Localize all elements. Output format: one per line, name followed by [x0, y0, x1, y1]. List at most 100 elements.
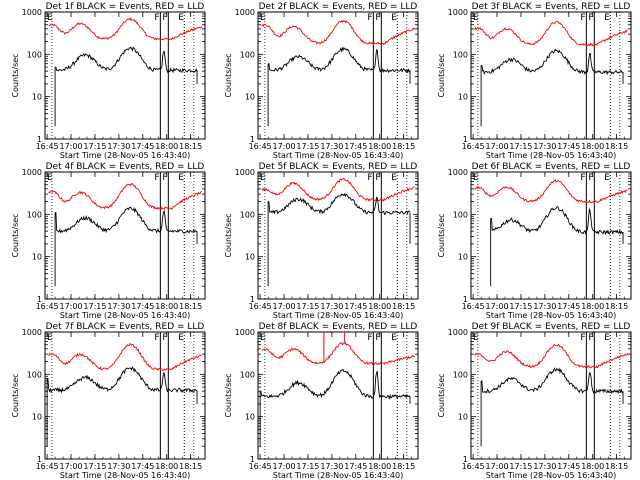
panel-title: Det 8f BLACK = Events, RED = LLD	[259, 322, 418, 332]
x-tick-label: 17:45	[131, 302, 154, 311]
y-tick-label: 100	[453, 50, 468, 59]
plot-frame	[257, 331, 419, 460]
x-tick-label: 17:30	[320, 142, 343, 151]
y-tick-label: 1000	[448, 328, 468, 337]
y-tick-label: 1000	[235, 168, 255, 177]
x-tick-label: 17:30	[533, 142, 556, 151]
marker-label: E	[604, 173, 610, 183]
marker-label: E	[473, 13, 479, 23]
x-tick-label: 17:45	[557, 302, 580, 311]
x-tick-label: 18:00	[368, 302, 391, 311]
marker-label: E	[260, 13, 266, 23]
x-tick-label: 17:00	[486, 302, 509, 311]
marker-label: E	[391, 333, 397, 343]
x-tick-label: 17:30	[107, 302, 130, 311]
x-tick-label: 17:00	[486, 142, 509, 151]
panel-2: Det 2f BLACK = Events, RED = LLD 1 10 100 10…	[224, 2, 419, 160]
panel-3: Det 3f BLACK = Events, RED = LLD 1 10 100 10…	[437, 2, 632, 160]
y-axis-label: Counts/sec	[224, 53, 233, 97]
panel-4: Det 4f BLACK = Events, RED = LLD 1 10 100 10…	[11, 162, 206, 320]
marker-label: F	[580, 333, 585, 343]
marker-label: E	[473, 173, 479, 183]
series-events-line	[490, 205, 624, 236]
plot-frame	[257, 171, 419, 300]
x-tick-label: 18:15	[179, 142, 202, 151]
x-tick-label: 17:45	[131, 462, 154, 471]
x-tick-label: 17:00	[486, 462, 509, 471]
y-tick-label: 100	[27, 370, 42, 379]
marker-label: E	[47, 13, 53, 23]
x-axis-label: Start Time (28-Nov-05 16:43:40)	[273, 311, 403, 320]
x-tick-label: 18:00	[155, 302, 178, 311]
series-events-line	[55, 206, 198, 234]
x-tick-label: 18:15	[392, 142, 415, 151]
plot-frame	[470, 331, 632, 460]
panel-title: Det 6f BLACK = Events, RED = LLD	[472, 162, 631, 172]
x-tick-label: 17:00	[273, 302, 296, 311]
marker-label: F	[588, 173, 593, 183]
panel-5: Det 5f BLACK = Events, RED = LLD 1 10 100 10…	[224, 162, 419, 320]
series-events-line	[260, 368, 411, 400]
plot-frame	[44, 171, 206, 300]
x-axis-label: Start Time (28-Nov-05 16:43:40)	[486, 471, 616, 480]
x-tick-label: 18:00	[581, 462, 604, 471]
y-tick-label: 1	[463, 455, 468, 464]
y-tick-label: 100	[240, 370, 255, 379]
x-tick-label: 18:15	[605, 302, 628, 311]
y-tick-label: 10	[32, 253, 42, 262]
y-tick-label: 100	[453, 370, 468, 379]
panel-7: Det 7f BLACK = Events, RED = LLD 1 10 100 10…	[11, 322, 206, 480]
marker-label: E	[178, 13, 184, 23]
marker-label: E	[604, 333, 610, 343]
x-axis-label: Start Time (28-Nov-05 16:43:40)	[486, 311, 616, 320]
x-tick-label: 17:00	[60, 462, 83, 471]
marker-label: F	[154, 173, 159, 183]
marker-label: E	[260, 333, 266, 343]
y-tick-label: 100	[453, 210, 468, 219]
x-axis-label: Start Time (28-Nov-05 16:43:40)	[273, 471, 403, 480]
y-tick-label: 100	[27, 210, 42, 219]
x-tick-label: 18:00	[581, 302, 604, 311]
y-tick-label: 1	[463, 295, 468, 304]
x-tick-label: 17:00	[273, 462, 296, 471]
y-tick-label: 1000	[448, 168, 468, 177]
y-tick-label: 10	[245, 93, 255, 102]
marker-label: E	[47, 333, 53, 343]
y-axis-label: Counts/sec	[437, 53, 446, 97]
y-axis-label: Counts/sec	[224, 213, 233, 257]
panel-title: Det 4f BLACK = Events, RED = LLD	[46, 162, 205, 172]
x-tick-label: 18:15	[605, 462, 628, 471]
marker-label: E	[391, 173, 397, 183]
x-tick-label: 17:15	[509, 142, 532, 151]
series-lld-line	[48, 342, 202, 372]
y-tick-label: 1000	[448, 8, 468, 17]
y-tick-label: 10	[458, 413, 468, 422]
x-tick-label: 16:45	[249, 462, 272, 471]
x-tick-label: 17:15	[83, 462, 106, 471]
y-tick-label: 1	[37, 135, 42, 144]
x-tick-label: 18:15	[179, 302, 202, 311]
x-tick-label: 18:15	[392, 462, 415, 471]
series-events-line	[268, 46, 411, 74]
x-tick-label: 16:45	[36, 462, 59, 471]
marker-label: F	[580, 13, 585, 23]
marker-label: F	[154, 13, 159, 23]
x-tick-label: 17:30	[320, 302, 343, 311]
y-tick-label: 100	[240, 210, 255, 219]
x-axis-label: Start Time (28-Nov-05 16:43:40)	[60, 151, 190, 160]
marker-label: F	[367, 13, 372, 23]
x-tick-label: 16:45	[249, 142, 272, 151]
marker-label: F	[375, 173, 380, 183]
y-axis-label: Counts/sec	[437, 213, 446, 257]
marker-label: E	[178, 173, 184, 183]
x-tick-label: 16:45	[36, 142, 59, 151]
x-tick-label: 16:45	[36, 302, 59, 311]
x-tick-label: 18:00	[581, 142, 604, 151]
y-tick-label: 1000	[22, 328, 42, 337]
x-tick-label: 18:15	[392, 302, 415, 311]
x-tick-label: 17:45	[557, 462, 580, 471]
panel-title: Det 1f BLACK = Events, RED = LLD	[46, 2, 205, 12]
marker-label: F	[162, 333, 167, 343]
y-tick-label: 10	[458, 93, 468, 102]
x-tick-label: 17:00	[273, 142, 296, 151]
